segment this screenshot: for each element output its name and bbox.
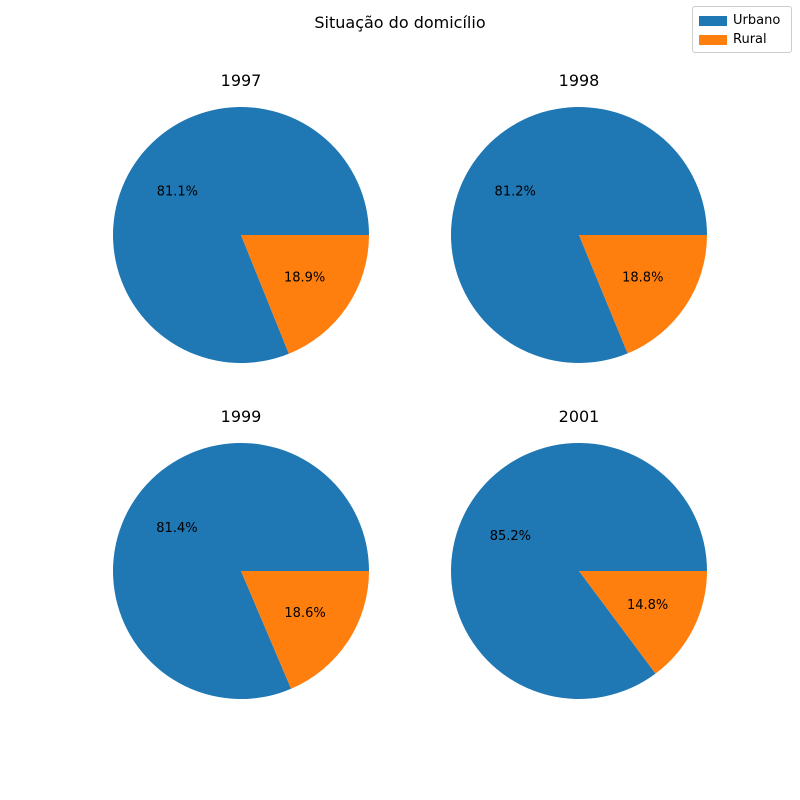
slice-label-rural: 18.6% bbox=[284, 606, 325, 621]
pie-1999: 1999 81.4% 18.6% bbox=[112, 407, 369, 700]
legend-swatch-urbano bbox=[699, 15, 727, 26]
slice-label-urbano: 81.1% bbox=[157, 185, 198, 200]
slice-label-urbano: 85.2% bbox=[490, 529, 531, 544]
subplot-title: 1999 bbox=[221, 407, 262, 426]
subplot-title: 2001 bbox=[559, 407, 600, 426]
slice-label-urbano: 81.4% bbox=[156, 521, 197, 536]
chart-title: Situação do domicílio bbox=[314, 13, 486, 32]
subplot-title: 1997 bbox=[221, 71, 262, 90]
pie-slice-rural bbox=[241, 235, 369, 354]
pie-slice-rural bbox=[579, 235, 707, 354]
slice-label-rural: 18.8% bbox=[622, 270, 663, 285]
legend-label-urbano: Urbano bbox=[733, 13, 781, 28]
pie-slice-rural bbox=[579, 571, 707, 674]
pie-slice-rural bbox=[241, 571, 369, 689]
legend-entry-urbano: Urbano bbox=[699, 11, 785, 30]
legend-label-rural: Rural bbox=[733, 32, 767, 47]
subplot-title: 1998 bbox=[559, 71, 600, 90]
legend-entry-rural: Rural bbox=[699, 30, 785, 49]
pie-1997: 1997 81.1% 18.9% bbox=[112, 71, 369, 363]
slice-label-urbano: 81.2% bbox=[495, 185, 536, 200]
legend-swatch-rural bbox=[699, 34, 727, 45]
legend: Urbano Rural bbox=[692, 6, 792, 53]
slice-label-rural: 18.9% bbox=[284, 270, 325, 285]
pie-2001: 2001 85.2% 14.8% bbox=[451, 407, 707, 699]
slice-label-rural: 14.8% bbox=[627, 598, 668, 613]
pie-1998: 1998 81.2% 18.8% bbox=[451, 71, 707, 363]
